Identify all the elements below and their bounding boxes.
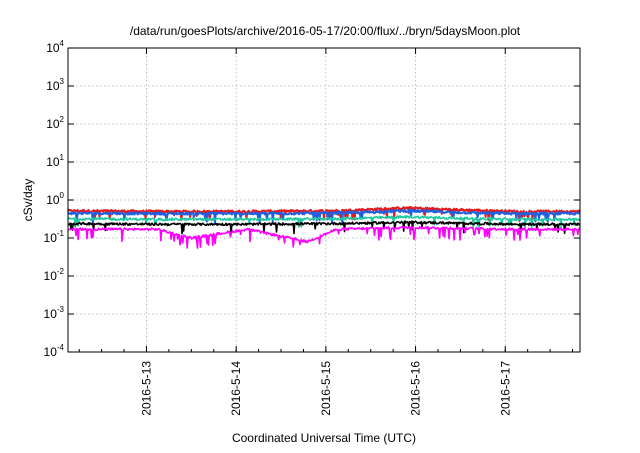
y-tick-base: 10 [46, 41, 60, 55]
y-tick-exponent: -4 [57, 343, 65, 352]
y-tick-exponent: 2 [60, 115, 65, 124]
x-tick-label: 2016-5-15 [319, 361, 333, 416]
y-tick-label: 10-4 [44, 343, 65, 359]
y-tick-base: 10 [44, 269, 58, 283]
y-tick-label: 10-1 [44, 229, 65, 245]
y-tick-base: 10 [46, 79, 60, 93]
y-tick-base: 10 [46, 117, 60, 131]
y-tick-base: 10 [46, 155, 60, 169]
y-tick-label: 102 [46, 115, 64, 131]
chart-title: /data/run/goesPlots/archive/2016-05-17/2… [130, 24, 521, 38]
y-tick-exponent: 4 [60, 39, 65, 48]
y-tick-label: 104 [46, 39, 64, 55]
y-tick-exponent: 0 [60, 191, 65, 200]
y-tick-exponent: -2 [57, 267, 65, 276]
ticks [68, 47, 580, 353]
y-tick-exponent: -3 [57, 305, 65, 314]
y-tick-base: 10 [44, 307, 58, 321]
x-tick-label: 2016-5-17 [498, 361, 512, 416]
y-tick-base: 10 [46, 193, 60, 207]
x-tick-label: 2016-5-14 [229, 361, 243, 416]
series-line [67, 225, 581, 249]
y-tick-label: 10-3 [44, 305, 65, 321]
y-axis-label: cSv/day [21, 179, 35, 222]
series-line [67, 220, 581, 235]
y-tick-exponent: 3 [60, 77, 65, 86]
grid [68, 48, 580, 352]
y-tick-label: 100 [46, 191, 64, 207]
y-tick-label: 10-2 [44, 267, 65, 283]
series-line [67, 208, 581, 224]
x-tick-labels: 2016-5-13 2016-5-14 2016-5-15 2016-5-16 2016… [139, 361, 512, 416]
y-tick-base: 10 [44, 231, 58, 245]
y-tick-label: 103 [46, 77, 64, 93]
series-layer [67, 205, 581, 249]
x-axis-label: Coordinated Universal Time (UTC) [232, 431, 416, 445]
x-tick-label: 2016-5-16 [409, 361, 423, 416]
x-tick-label: 2016-5-13 [139, 361, 153, 416]
series-line [67, 215, 581, 229]
y-tick-label: 101 [46, 153, 64, 169]
y-tick-exponent: -1 [57, 229, 65, 238]
y-tick-base: 10 [44, 345, 58, 359]
y-tick-exponent: 1 [60, 153, 65, 162]
